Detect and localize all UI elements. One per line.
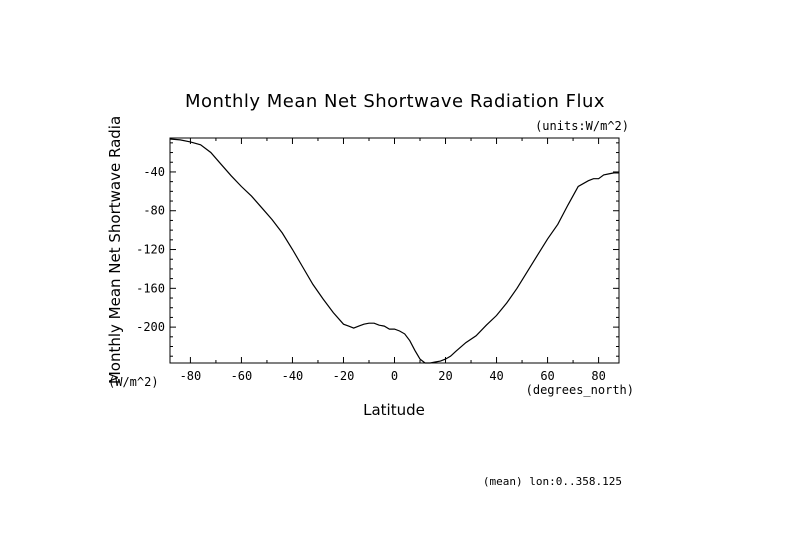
y-tick-label: -40 bbox=[143, 165, 165, 179]
x-tick-label: 20 bbox=[438, 369, 452, 383]
series-line bbox=[169, 138, 619, 364]
x-tick-label: 40 bbox=[489, 369, 503, 383]
y-tick-label: -160 bbox=[136, 281, 165, 295]
y-tick-label: -120 bbox=[136, 243, 165, 257]
x-tick-label: 80 bbox=[591, 369, 605, 383]
x-tick-label: -80 bbox=[180, 369, 202, 383]
axis-tick-labels: -80 -60 -40 -20 0 20 40 60 80-40-80-120-160-200 bbox=[136, 165, 606, 383]
y-axis-label: Monthly Mean Net Shortwave Radia bbox=[106, 116, 124, 384]
x-axis-units: (degrees_north) bbox=[526, 383, 634, 397]
x-tick-label: -60 bbox=[231, 369, 253, 383]
x-axis-label: Latitude bbox=[363, 401, 425, 419]
y-tick-label: -200 bbox=[136, 320, 165, 334]
y-tick-label: -80 bbox=[143, 204, 165, 218]
footnote: (mean) lon:0..358.125 bbox=[483, 475, 622, 488]
axis-ticks bbox=[170, 138, 619, 363]
x-tick-label: 60 bbox=[540, 369, 554, 383]
x-tick-label: 0 bbox=[391, 369, 398, 383]
x-tick-label: -20 bbox=[333, 369, 355, 383]
units-label: (units:W/m^2) bbox=[535, 119, 629, 133]
y-axis-units: (W/m^2) bbox=[108, 375, 159, 389]
chart-title: Monthly Mean Net Shortwave Radiation Flu… bbox=[185, 91, 605, 112]
x-tick-label: -40 bbox=[282, 369, 304, 383]
